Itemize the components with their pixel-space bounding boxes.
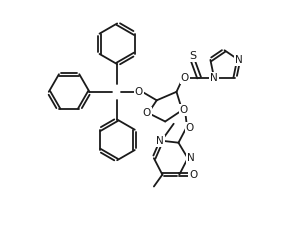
Text: S: S (189, 51, 196, 61)
Text: O: O (181, 73, 189, 83)
Text: N: N (235, 55, 242, 65)
Text: N: N (187, 153, 194, 163)
Text: O: O (189, 170, 197, 180)
Text: O: O (186, 123, 194, 133)
Text: N: N (210, 73, 218, 83)
Text: N: N (156, 136, 164, 146)
Text: O: O (179, 105, 188, 115)
Text: O: O (143, 108, 151, 118)
Text: O: O (135, 87, 143, 97)
